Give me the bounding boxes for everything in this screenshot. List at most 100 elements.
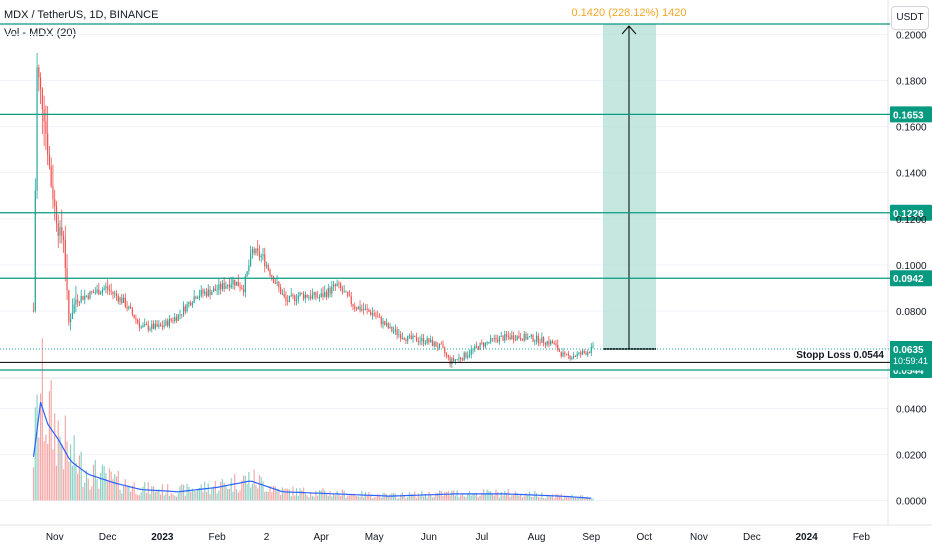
volume-bar — [384, 492, 386, 501]
candle-body — [38, 67, 40, 78]
volume-indicator-label[interactable]: Vol - MDX (20) — [4, 27, 77, 39]
candle-body — [287, 301, 289, 302]
volume-bar — [350, 493, 352, 501]
candle-body — [472, 349, 474, 350]
candle-body — [184, 306, 186, 312]
candle-body — [272, 276, 275, 283]
candle-body — [518, 335, 520, 339]
volume-bar — [135, 493, 137, 501]
candle-body — [454, 359, 456, 362]
candle-body — [514, 339, 516, 341]
volume-bar — [114, 474, 116, 501]
candle-body — [558, 350, 561, 352]
volume-bar — [537, 496, 539, 501]
candle-body — [107, 286, 109, 290]
level-price-label: 0.0942 — [893, 274, 924, 285]
candle-body — [447, 355, 449, 358]
candle-body — [546, 341, 548, 345]
candle-body — [253, 249, 255, 254]
volume-bar — [516, 493, 518, 501]
level-price-tag — [890, 270, 932, 287]
volume-bar — [359, 496, 361, 501]
volume-bar — [320, 490, 322, 501]
candle-body — [290, 294, 292, 296]
candle-body — [32, 310, 35, 312]
volume-bar — [513, 494, 515, 501]
volume-bar — [304, 493, 306, 501]
volume-bar — [385, 493, 388, 501]
volume-bar — [317, 495, 319, 501]
candle-body — [195, 296, 197, 299]
price-tick-label: 0.1400 — [896, 169, 927, 180]
candle-body — [114, 293, 116, 295]
candle-body — [543, 337, 545, 344]
volume-bar — [334, 495, 336, 501]
candle-body — [119, 297, 121, 302]
volume-bar — [389, 494, 391, 501]
volume-bar — [241, 480, 243, 501]
volume-bar — [103, 465, 105, 501]
candle-body — [175, 317, 178, 321]
volume-bar — [488, 490, 490, 501]
candle-body — [117, 296, 119, 302]
candle-body — [152, 323, 155, 329]
candle-body — [497, 339, 499, 342]
volume-bar — [126, 486, 128, 501]
volume-bar — [440, 490, 442, 501]
time-tick-label: 2023 — [151, 532, 174, 543]
volume-bar — [71, 465, 73, 501]
volume-bar — [128, 486, 130, 501]
volume-bar — [59, 436, 61, 501]
volume-tick-label: 0.0000 — [896, 497, 927, 508]
candle-body — [62, 235, 65, 240]
time-tick-label: Dec — [743, 532, 761, 543]
candle-body — [445, 353, 448, 356]
candle-body — [325, 292, 328, 297]
candle-body — [246, 271, 248, 277]
volume-bar — [543, 497, 545, 501]
candle-body — [100, 292, 102, 295]
volume-bar — [437, 493, 439, 501]
volume-bar — [288, 489, 291, 501]
volume-bar — [124, 479, 126, 501]
volume-bar — [85, 470, 88, 501]
currency-button[interactable]: USDT — [891, 6, 929, 30]
volume-bar — [500, 492, 502, 501]
volume-bar — [308, 497, 310, 501]
candle-body — [188, 302, 190, 305]
grid — [0, 0, 932, 526]
candle-body — [260, 256, 262, 258]
candle-body — [449, 357, 451, 365]
candle-body — [274, 282, 276, 284]
volume-bar — [70, 444, 72, 501]
candle-body — [331, 286, 333, 294]
candle-body — [403, 338, 405, 340]
volume-bar — [239, 490, 241, 501]
volume-bar — [115, 476, 118, 501]
volume-bar — [449, 495, 451, 501]
candle-body — [264, 254, 266, 267]
volume-bar — [558, 495, 561, 501]
volume-bar — [82, 486, 84, 501]
volume-bar — [209, 494, 211, 501]
candle-body — [410, 335, 412, 339]
candle-body — [574, 356, 576, 358]
volume-bar — [152, 486, 155, 501]
candle-body — [377, 316, 379, 318]
volume-bar — [272, 486, 275, 501]
candle-body — [504, 334, 506, 341]
candle-body — [234, 279, 236, 286]
volume-bar — [181, 484, 183, 501]
volume-bar — [400, 494, 402, 501]
candle-body — [348, 295, 351, 297]
price-tick-label: 0.1000 — [896, 261, 927, 272]
price-tick-label: 0.1600 — [896, 123, 927, 134]
volume-bar — [244, 475, 246, 501]
volume-bar — [343, 490, 345, 501]
candle-body — [424, 343, 426, 344]
time-tick-label: 2024 — [795, 532, 818, 543]
volume-bar — [548, 495, 550, 501]
volume-bar — [366, 495, 368, 501]
volume-bar — [428, 491, 430, 501]
